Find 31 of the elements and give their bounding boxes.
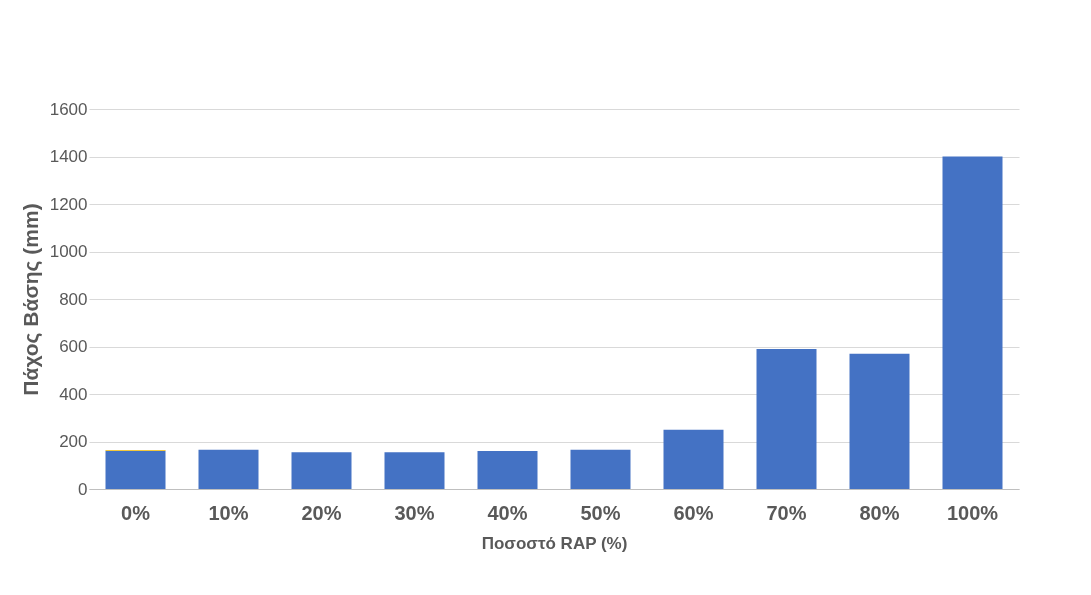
y-axis-title: Πάχος Βάσης (mm) xyxy=(18,203,43,396)
bar xyxy=(105,450,166,489)
y-tick-label: 800 xyxy=(59,289,88,309)
x-tick-label: 50% xyxy=(580,501,621,524)
y-tick-label: 1400 xyxy=(49,147,88,166)
y-tick-label: 1600 xyxy=(49,99,88,119)
x-axis-title: Ποσοστό RAP (%) xyxy=(481,533,628,553)
x-tick-label: 60% xyxy=(673,501,714,524)
y-tick-label: 1000 xyxy=(49,242,88,261)
y-tick-label: 600 xyxy=(59,337,88,356)
bar xyxy=(756,348,817,489)
x-tick-label: 30% xyxy=(394,501,435,524)
x-tick-label: 80% xyxy=(859,501,900,524)
bar xyxy=(291,452,352,489)
x-tick-label: 100% xyxy=(946,501,999,524)
x-tick-label: 40% xyxy=(487,501,528,524)
x-tick-label: 0% xyxy=(121,501,151,524)
y-tick-label: 400 xyxy=(59,384,88,404)
bar xyxy=(477,451,538,489)
y-tick-label: 200 xyxy=(59,432,88,451)
x-tick-label: 10% xyxy=(208,501,249,524)
x-tick-label: 70% xyxy=(766,501,807,524)
bar xyxy=(942,156,1003,489)
y-tick-label: 1200 xyxy=(49,194,88,214)
y-tick-label: 0 xyxy=(78,479,88,499)
bar xyxy=(198,449,259,489)
bar xyxy=(663,429,724,489)
x-tick-label: 20% xyxy=(301,501,342,524)
bar xyxy=(849,353,910,489)
bar xyxy=(570,449,631,489)
bar xyxy=(384,452,445,489)
